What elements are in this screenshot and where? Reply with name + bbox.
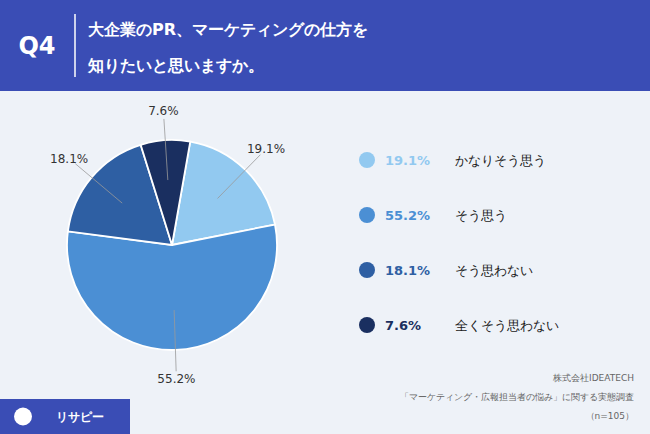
data-label: 7.6% (148, 104, 179, 118)
data-label: 18.1% (50, 152, 88, 166)
legend-swatch (359, 207, 375, 223)
legend-value: 7.6% (385, 318, 421, 333)
leader-line (75, 164, 122, 203)
legend-label: かなりそう思う (455, 153, 546, 168)
data-label: 55.2% (157, 372, 195, 386)
pie (67, 140, 277, 350)
legend-value: 19.1% (385, 153, 430, 168)
legend-label: そう思わない (455, 263, 533, 278)
divider (74, 14, 76, 77)
legend-item: 18.1% そう思わない (359, 262, 533, 278)
legend-swatch (359, 152, 375, 168)
title: Q4 (18, 32, 55, 60)
logo-icon (14, 408, 32, 426)
footer-text: 「マーケティング・広報担当者の悩み」に関する実態調査 (400, 392, 634, 402)
legend-swatch (359, 262, 375, 278)
chart: Q4 大企業のPR、マーケティングの仕方を知りたいと思いますか。 19.1% 55.2… (0, 0, 650, 434)
subtitle: 知りたいと思いますか。 (87, 56, 264, 75)
background (0, 0, 650, 434)
footer-text: 株式会社IDEATECH (552, 373, 634, 383)
legend-value: 18.1% (385, 263, 430, 278)
logo-box (0, 399, 130, 434)
legend-label: そう思う (455, 208, 507, 223)
footer: 株式会社IDEATECH 「マーケティング・広報担当者の悩み」に関する実態調査 （n… (400, 373, 634, 421)
legend-item: 7.6% 全くそう思わない (359, 317, 559, 333)
leader-line (164, 119, 168, 180)
header-bar (0, 0, 650, 91)
data-labels: 19.1% 55.2% 18.1% 7.6% (50, 104, 285, 386)
legend-item: 19.1% かなりそう思う (359, 152, 546, 168)
pie-slice (141, 140, 191, 245)
leader-line (218, 155, 261, 199)
legend: 19.1% かなりそう思う 55.2% そう思う 18.1% そう思わない 7.6% 全くそう… (359, 152, 559, 333)
legend-value: 55.2% (385, 208, 430, 223)
logo: リサピー (0, 399, 130, 434)
header: Q4 大企業のPR、マーケティングの仕方を知りたいと思いますか。 (0, 0, 650, 91)
legend-item: 55.2% そう思う (359, 207, 507, 223)
legend-label: 全くそう思わない (455, 318, 559, 333)
data-label: 19.1% (247, 142, 285, 156)
subtitle: 大企業のPR、マーケティングの仕方を (88, 20, 368, 39)
logo-text: リサピー (56, 410, 104, 424)
legend-swatch (359, 317, 375, 333)
leader-line (174, 310, 176, 371)
footer-text: （n=105） (586, 411, 634, 421)
